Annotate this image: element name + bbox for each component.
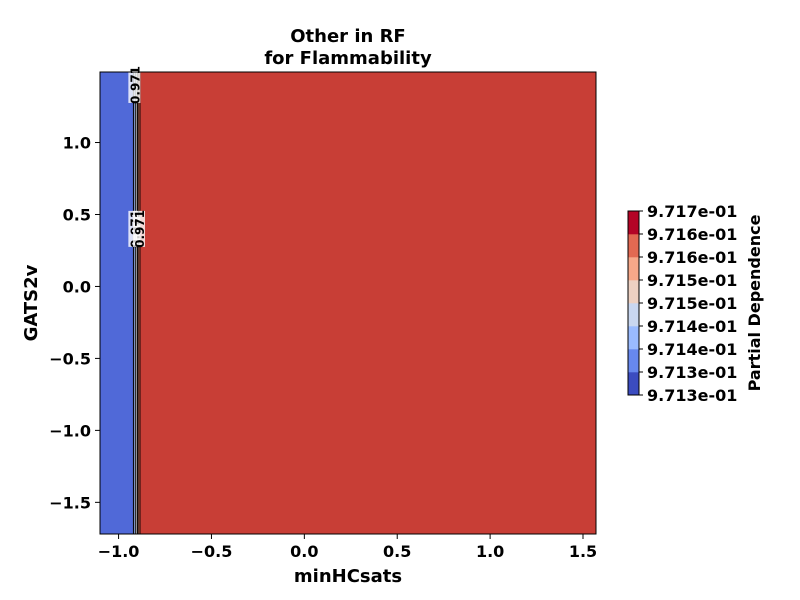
- x-tick-label: 0.0: [290, 542, 318, 561]
- contour-band-1: [133, 72, 136, 534]
- colorbar-segment: [628, 257, 639, 281]
- y-tick-label: −0.5: [49, 349, 91, 368]
- x-axis-label: minHCsats: [294, 566, 402, 587]
- chart-title-line-2: for Flammability: [264, 48, 432, 69]
- colorbar: 9.717e-01 9.716e-01 9.716e-01 9.715e-01 9.71…: [627, 202, 737, 405]
- chart-title-line-1: Other in RF: [290, 26, 405, 47]
- colorbar-tick-label: 9.715e-01: [647, 294, 737, 313]
- colorbar-tick-label: 9.713e-01: [647, 363, 737, 382]
- x-tick-label: 0.5: [383, 542, 411, 561]
- y-tick-label: −1.0: [49, 421, 91, 440]
- x-axis-ticks: −1.0 −0.5 0.0 0.5 1.0 1.5: [98, 534, 597, 561]
- y-tick-label: 0.5: [63, 205, 91, 224]
- colorbar-segment: [628, 303, 639, 327]
- y-tick-label: 1.0: [63, 134, 91, 153]
- contour-lines: [132, 72, 141, 534]
- plot-frame: [99, 71, 597, 535]
- colorbar-tick-label: 9.714e-01: [647, 317, 737, 336]
- colorbar-segment: [628, 234, 639, 258]
- y-tick-label: 0.0: [63, 277, 91, 296]
- colorbar-segment: [628, 372, 639, 396]
- colorbar-segment: [628, 326, 639, 350]
- colorbar-tick-label: 9.714e-01: [647, 340, 737, 359]
- colorbar-segment: [628, 280, 639, 304]
- contour-band-0: [100, 72, 134, 534]
- contour-band-5: [139, 72, 597, 534]
- contour-label-0: 0.971: [128, 66, 142, 104]
- svg-text:0.971: 0.971: [128, 66, 142, 104]
- y-axis-label: GATS2v: [21, 264, 42, 341]
- colorbar-tick-label: 9.716e-01: [647, 225, 737, 244]
- contour-band-4: [138, 72, 140, 534]
- x-tick-label: −1.0: [98, 542, 140, 561]
- x-tick-label: 1.0: [476, 542, 504, 561]
- contour-label-2: 0.971: [133, 210, 147, 248]
- colorbar-segment: [628, 211, 639, 235]
- y-tick-label: −1.5: [49, 493, 91, 512]
- colorbar-tick-label: 9.713e-01: [647, 386, 737, 405]
- colorbar-tick-label: 9.716e-01: [647, 248, 737, 267]
- colorbar-tick-label: 9.717e-01: [647, 202, 737, 221]
- colorbar-tick-label: 9.715e-01: [647, 271, 737, 290]
- x-tick-label: −0.5: [191, 542, 233, 561]
- contour-fill-bands: [100, 72, 597, 534]
- y-axis-ticks: −1.5 −1.0 −0.5 0.0 0.5 1.0: [49, 134, 100, 512]
- svg-text:0.971: 0.971: [133, 210, 147, 248]
- x-tick-label: 1.5: [569, 542, 597, 561]
- colorbar-label: Partial Dependence: [745, 214, 764, 391]
- colorbar-segment: [628, 349, 639, 373]
- contour-band-2: [135, 72, 138, 534]
